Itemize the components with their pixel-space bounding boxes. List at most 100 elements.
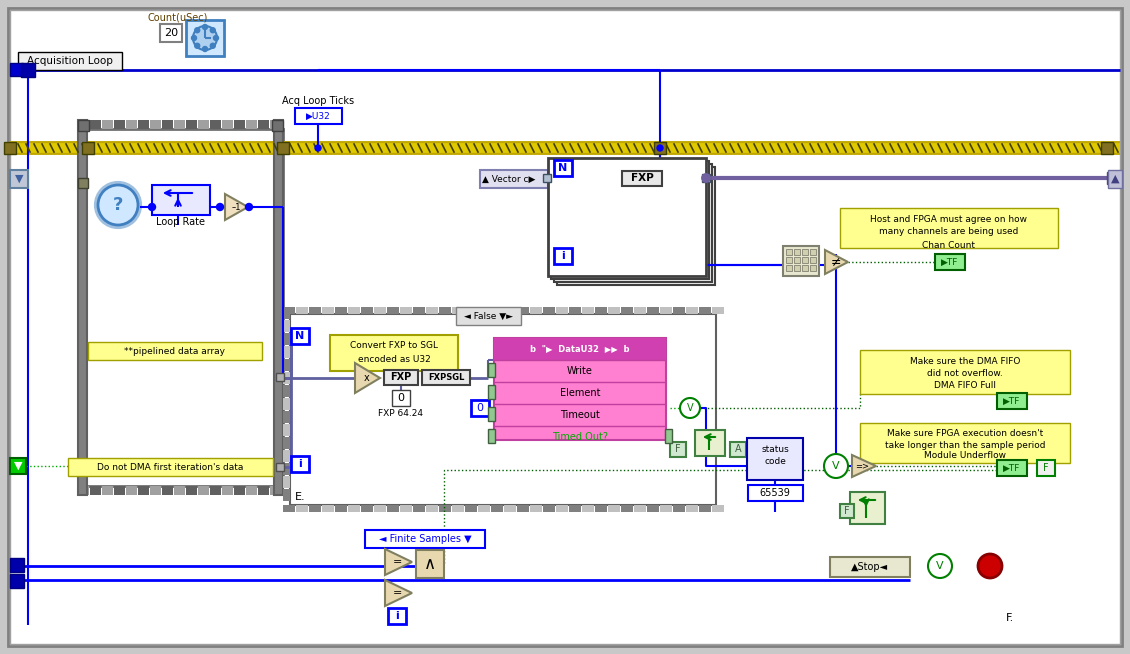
Bar [810,257,816,263]
Bar [282,346,290,358]
Text: Acquisition Loop: Acquisition Loop [27,56,113,66]
Circle shape [98,185,138,225]
Bar [127,486,137,495]
Text: **pipelined data array: **pipelined data array [124,347,226,356]
Bar [102,120,113,129]
Bar [686,505,698,512]
Bar [544,307,555,314]
Circle shape [191,35,197,41]
Bar [518,505,529,512]
Bar [127,120,137,129]
Text: ≠: ≠ [831,256,841,269]
Bar [162,486,173,495]
Text: =>: => [855,462,869,470]
Bar [478,307,490,314]
Bar [554,160,572,176]
Bar [186,486,197,495]
Bar [622,307,633,314]
Bar [794,257,800,263]
Bar [174,486,185,495]
Bar [426,505,438,512]
Text: Module Underflow: Module Underflow [924,451,1006,460]
Text: ▲: ▲ [1111,174,1119,184]
Text: FXP: FXP [390,372,411,382]
Text: ◄ False ▼►: ◄ False ▼► [463,311,513,320]
Bar [997,393,1027,409]
Text: Count(uSec): Count(uSec) [148,13,208,23]
Bar [1109,170,1122,188]
Bar [488,363,495,377]
Bar [78,129,282,486]
Bar [608,505,620,512]
Bar [78,486,89,495]
Bar [412,505,425,512]
Text: Timeout: Timeout [560,410,600,420]
Bar [282,505,295,512]
Text: encoded as U32: encoded as U32 [357,356,431,364]
Bar [102,486,113,495]
Text: DMA FIFO Full: DMA FIFO Full [935,381,996,390]
Bar [90,486,101,495]
Polygon shape [355,363,380,393]
Bar [794,265,800,271]
Bar [660,505,672,512]
Text: ▶U32: ▶U32 [305,111,330,120]
Circle shape [702,174,710,182]
Bar [10,558,24,572]
Bar [548,158,706,276]
Text: E.: E. [295,492,305,502]
Bar [162,120,173,129]
Bar [114,120,125,129]
Bar [1037,460,1055,476]
Bar [582,307,594,314]
Bar [334,307,347,314]
Bar [831,557,910,577]
Text: i: i [396,611,399,621]
Bar [686,307,698,314]
Bar [322,307,334,314]
Bar [544,174,551,182]
Bar [374,307,386,314]
Polygon shape [825,250,848,274]
Bar [273,120,282,495]
Bar [466,505,477,512]
Bar [10,63,23,76]
Bar [308,307,321,314]
Bar [400,505,412,512]
Text: Convert FXP to SGL: Convert FXP to SGL [350,341,438,351]
Text: 20: 20 [164,28,179,38]
Text: ▼: ▼ [15,174,24,184]
Bar [664,429,672,443]
Bar [570,307,581,314]
Bar [282,320,290,332]
Bar [478,505,490,512]
Bar [277,142,289,154]
Bar [840,504,854,518]
Bar [551,161,709,279]
Text: code: code [764,458,786,466]
Bar [282,450,290,462]
Bar [850,492,885,524]
Bar [282,463,290,475]
Bar [282,437,290,449]
Polygon shape [852,455,876,477]
Bar [438,505,451,512]
Bar [673,505,685,512]
Text: i: i [298,459,302,469]
Bar [78,120,89,131]
Circle shape [202,46,208,52]
Circle shape [824,454,848,478]
Bar [997,460,1027,476]
Bar [258,486,269,495]
Bar [647,307,659,314]
Bar [334,505,347,512]
Text: Chan Count: Chan Count [922,241,975,249]
Bar [748,485,803,501]
Bar [296,505,308,512]
Bar [730,442,746,457]
Text: 0: 0 [398,393,405,403]
Bar [494,338,666,360]
Bar [272,120,282,131]
Bar [556,307,568,314]
Bar [582,505,594,512]
